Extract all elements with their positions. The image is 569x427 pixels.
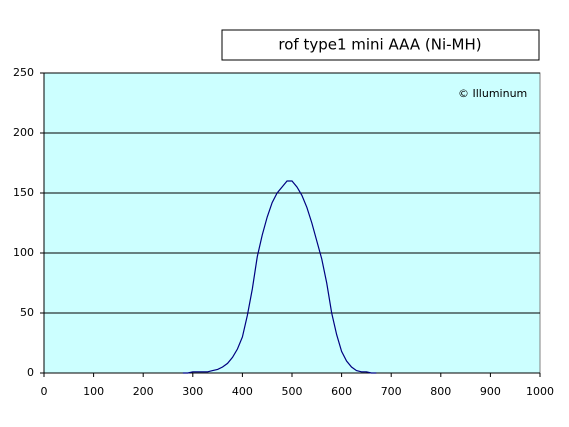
y-tick-label: 150 [13, 186, 34, 199]
x-tick-label: 400 [232, 385, 253, 398]
data-line [182, 180, 377, 374]
x-tick-label: 700 [381, 385, 402, 398]
y-tick-label: 50 [20, 306, 34, 319]
x-tick-label: 0 [41, 385, 48, 398]
x-tick-label: 200 [133, 385, 154, 398]
chart-title: rof type1 mini AAA (Ni-MH) [278, 36, 481, 54]
y-tick-label: 0 [27, 366, 34, 379]
y-tick-label: 200 [13, 126, 34, 139]
x-tick-label: 800 [430, 385, 451, 398]
plot-area [43, 72, 541, 374]
x-tick-label: 600 [331, 385, 352, 398]
y-tick-label: 250 [13, 66, 34, 79]
y-tick-label: 100 [13, 246, 34, 259]
annotation: © Illuminum [458, 87, 527, 100]
x-tick-label: 500 [282, 385, 303, 398]
x-tick-label: 300 [182, 385, 203, 398]
x-tick-label: 900 [480, 385, 501, 398]
title-box [221, 29, 540, 61]
x-tick-label: 100 [83, 385, 104, 398]
x-tick-label: 1000 [526, 385, 554, 398]
